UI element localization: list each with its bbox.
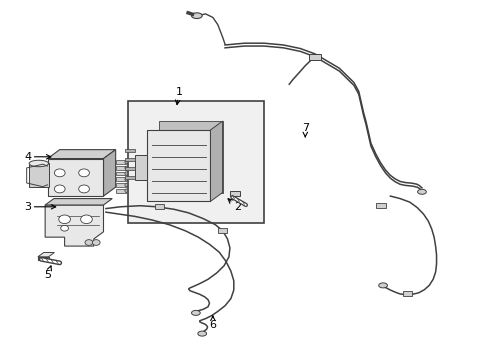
Bar bbox=[375, 203, 385, 207]
Polygon shape bbox=[45, 199, 112, 205]
Bar bbox=[29, 163, 48, 187]
Text: 4: 4 bbox=[24, 152, 51, 162]
Ellipse shape bbox=[124, 166, 127, 170]
Circle shape bbox=[54, 169, 65, 177]
Ellipse shape bbox=[124, 160, 127, 164]
Bar bbox=[116, 177, 126, 181]
Circle shape bbox=[54, 185, 65, 193]
Text: 7: 7 bbox=[301, 123, 308, 137]
Polygon shape bbox=[45, 205, 103, 246]
Bar bbox=[308, 54, 320, 60]
Circle shape bbox=[59, 215, 70, 224]
Polygon shape bbox=[229, 192, 239, 196]
Ellipse shape bbox=[191, 310, 200, 315]
Bar bbox=[147, 130, 210, 202]
Ellipse shape bbox=[191, 13, 202, 18]
Polygon shape bbox=[47, 150, 116, 158]
Polygon shape bbox=[210, 121, 222, 202]
Bar bbox=[116, 160, 126, 164]
Polygon shape bbox=[103, 150, 116, 196]
Ellipse shape bbox=[124, 172, 127, 175]
Bar bbox=[402, 291, 411, 296]
Ellipse shape bbox=[378, 283, 386, 288]
Ellipse shape bbox=[124, 177, 127, 181]
Bar bbox=[154, 204, 164, 209]
Circle shape bbox=[85, 240, 93, 246]
Bar bbox=[217, 228, 227, 233]
Polygon shape bbox=[38, 257, 48, 260]
Bar bbox=[125, 149, 135, 152]
Bar bbox=[125, 176, 135, 179]
Text: 6: 6 bbox=[209, 316, 216, 330]
Polygon shape bbox=[38, 252, 54, 257]
Bar bbox=[159, 121, 222, 193]
Circle shape bbox=[61, 225, 68, 231]
Bar bbox=[135, 155, 147, 180]
Ellipse shape bbox=[29, 160, 48, 167]
Text: 3: 3 bbox=[24, 202, 56, 212]
Ellipse shape bbox=[417, 189, 426, 194]
Text: 5: 5 bbox=[44, 266, 51, 280]
Bar bbox=[116, 172, 126, 175]
Circle shape bbox=[92, 240, 100, 246]
Bar bbox=[116, 166, 126, 170]
Bar bbox=[116, 189, 126, 193]
Circle shape bbox=[79, 185, 89, 193]
Bar bbox=[127, 102, 264, 223]
Bar bbox=[125, 158, 135, 161]
Bar bbox=[125, 167, 135, 170]
Ellipse shape bbox=[124, 183, 127, 187]
Text: 2: 2 bbox=[227, 199, 240, 212]
Bar bbox=[47, 158, 103, 196]
Bar bbox=[116, 183, 126, 187]
Text: 1: 1 bbox=[175, 87, 182, 105]
Circle shape bbox=[79, 169, 89, 177]
Ellipse shape bbox=[198, 331, 206, 336]
Circle shape bbox=[81, 215, 92, 224]
Ellipse shape bbox=[124, 189, 127, 193]
